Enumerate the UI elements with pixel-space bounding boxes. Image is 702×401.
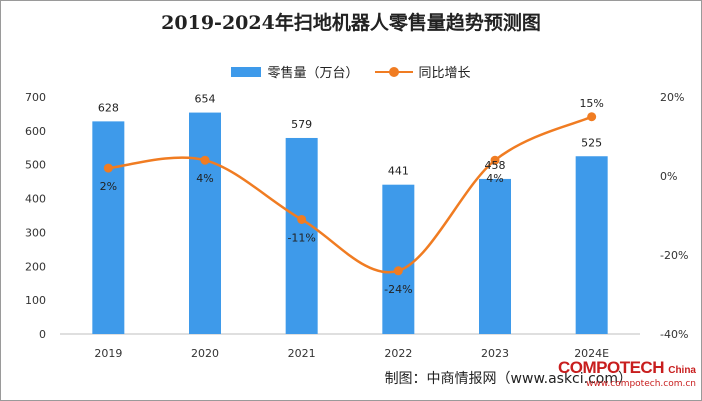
left-axis-tick-label: 700	[25, 91, 46, 104]
legend-item-growth: 同比增长	[374, 62, 471, 81]
bar-value-label: 579	[291, 118, 312, 131]
left-axis-tick-label: 200	[25, 260, 46, 273]
bar-value-label: 525	[581, 136, 602, 149]
growth-value-label: 15%	[579, 97, 603, 110]
brand-url: www.compotech.com.cn	[586, 379, 696, 389]
bar	[382, 184, 415, 334]
left-axis-tick-label: 400	[25, 193, 46, 206]
left-axis-tick-label: 500	[25, 159, 46, 172]
brand-suffix: China	[668, 365, 696, 376]
growth-point	[297, 214, 307, 224]
growth-point	[103, 163, 113, 173]
bar-value-label: 458	[485, 159, 506, 172]
legend-item-sales: 零售量（万台）	[231, 62, 359, 81]
left-axis-tick-label: 600	[25, 125, 46, 138]
growth-value-label: -11%	[287, 231, 315, 244]
bar-value-label: 654	[195, 93, 216, 106]
x-axis-tick-label: 2022	[384, 347, 412, 360]
left-axis-tick-label: 300	[25, 226, 46, 239]
growth-value-label: 2%	[100, 180, 117, 193]
bar	[479, 178, 511, 334]
growth-value-label: 4%	[486, 172, 503, 185]
legend-label-growth: 同比增长	[418, 66, 471, 81]
left-axis-tick-label: 0	[39, 328, 46, 341]
right-axis-tick-label: 20%	[660, 91, 684, 104]
bar-value-label: 628	[98, 101, 119, 114]
growth-line	[108, 115, 593, 274]
bar	[92, 121, 125, 335]
brand-logo: COMPOTECH China www.compotech.com.cn	[558, 359, 696, 389]
growth-point	[587, 112, 597, 122]
x-axis-tick-label: 2019	[94, 347, 122, 360]
x-axis-tick-label: 2021	[288, 347, 316, 360]
growth-point	[490, 155, 500, 165]
brand-name: COMPOTECH	[557, 358, 665, 377]
growth-value-label: 4%	[196, 172, 213, 185]
growth-point	[393, 266, 403, 276]
left-axis-tick-label: 100	[25, 294, 46, 307]
bar	[575, 156, 608, 334]
bar	[285, 137, 318, 334]
x-axis-tick-label: 2024E	[574, 347, 609, 360]
legend-swatch-line	[374, 66, 413, 77]
bar-value-label: 441	[388, 165, 409, 178]
legend-swatch-bar	[231, 66, 262, 77]
x-axis-tick-label: 2020	[191, 347, 219, 360]
right-axis-tick-label: 0%	[660, 170, 677, 183]
legend-label-sales: 零售量（万台）	[267, 66, 359, 81]
source-note: 制图：中商情报网（www.askci.com）	[384, 371, 632, 387]
growth-value-label: -24%	[384, 283, 412, 296]
growth-point	[200, 155, 210, 165]
right-axis-tick-label: -20%	[660, 249, 688, 262]
right-axis-tick-label: -40%	[660, 328, 688, 341]
bar	[189, 112, 221, 335]
legend: 零售量（万台） 同比增长	[0, 62, 702, 81]
chart-title: 2019-2024年扫地机器人零售量趋势预测图	[161, 12, 541, 34]
x-axis-tick-label: 2023	[481, 347, 509, 360]
